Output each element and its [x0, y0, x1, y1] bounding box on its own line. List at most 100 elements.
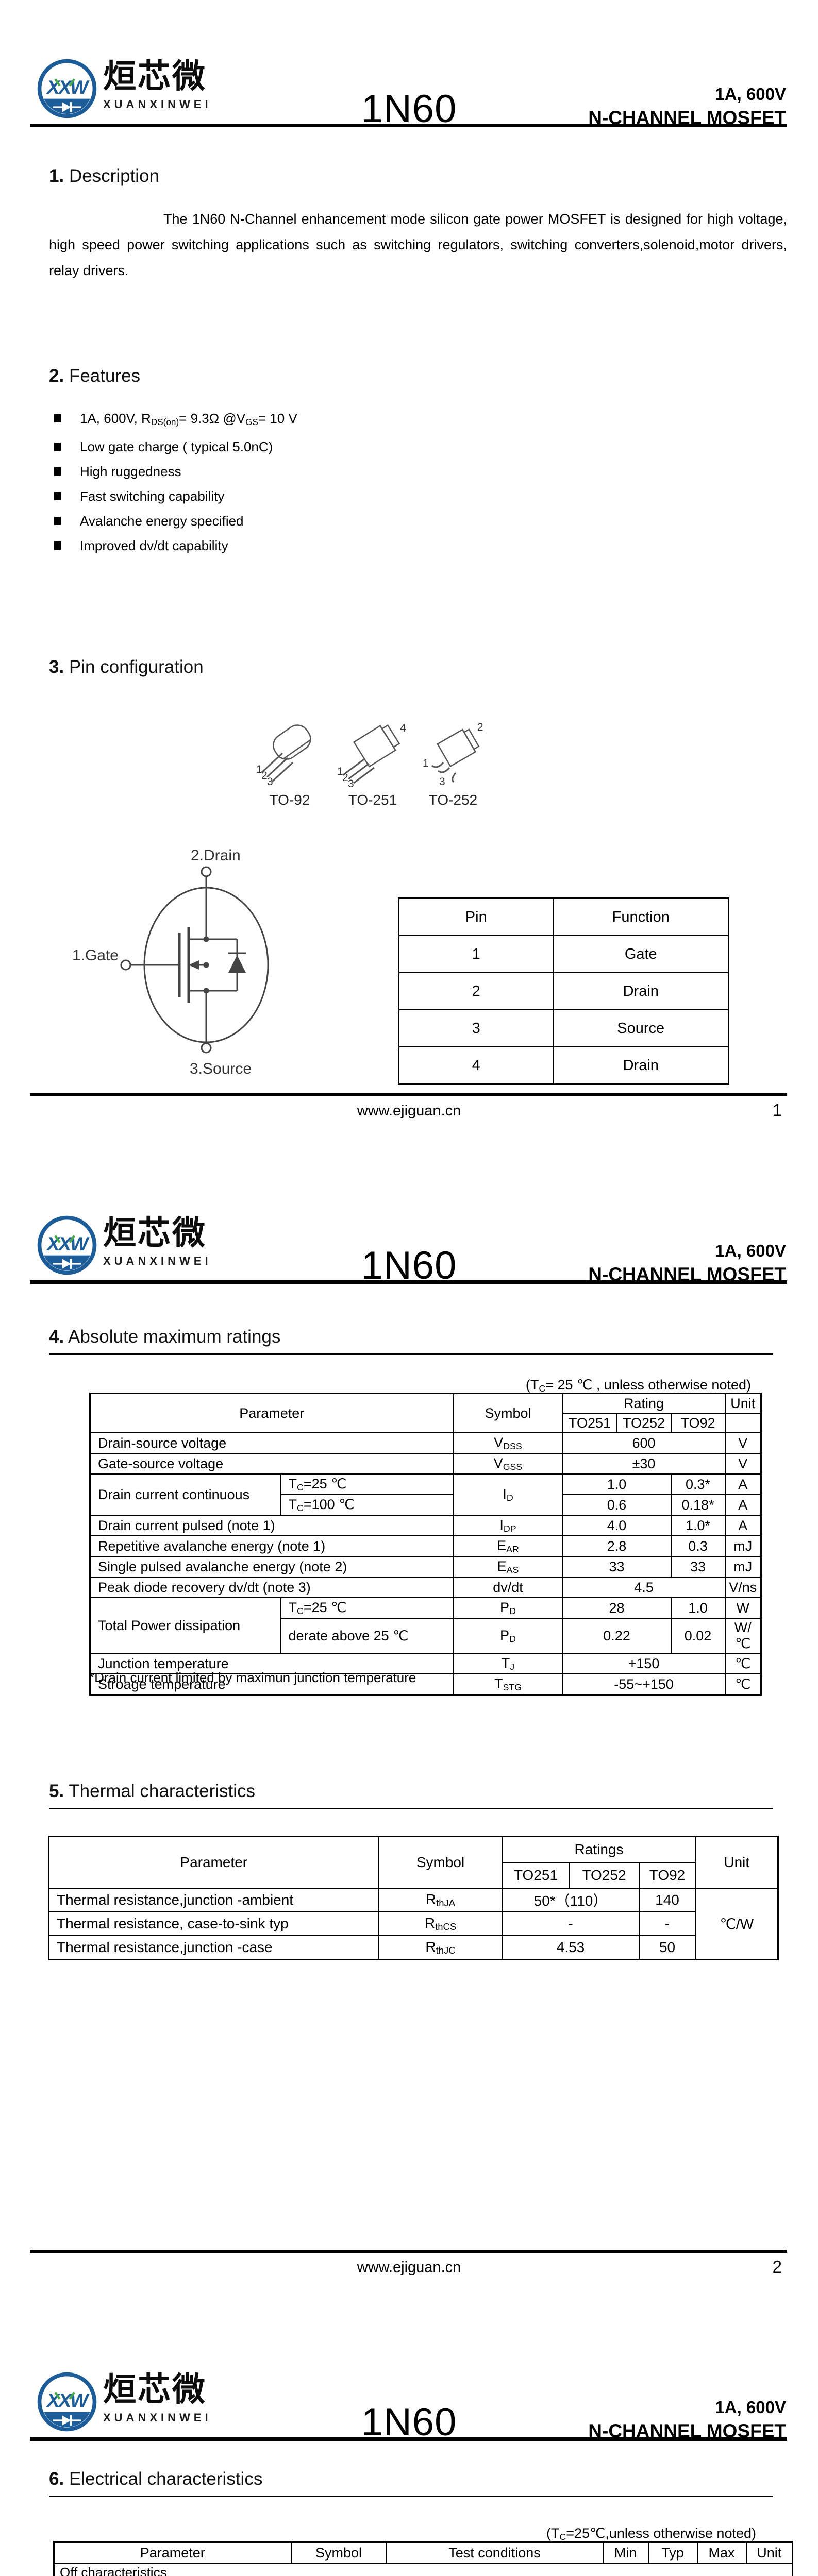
- section-title: Pin configuration: [69, 657, 204, 677]
- cell: PD: [453, 1597, 563, 1619]
- brand-text: 烜芯微 XUANXINWEI: [103, 1214, 212, 1268]
- cell: Drain current pulsed (note 1): [89, 1515, 454, 1536]
- elec-condition-note: (TC=25℃,unless otherwise noted): [546, 2526, 756, 2542]
- cell: A: [724, 1515, 762, 1536]
- table-row: Gate-source voltage VGSS ±30 V: [89, 1453, 762, 1475]
- cell: -: [638, 1911, 696, 1936]
- page-3: XXW 烜芯微 XUANXINWEI 1N60 1A, 600V N-CHANN…: [0, 2313, 818, 2576]
- header-rule: [30, 1280, 787, 1284]
- section-title: Electrical characteristics: [69, 2469, 263, 2489]
- pin-row: 3 Source: [398, 1009, 729, 1047]
- cell: -55~+150: [562, 1673, 726, 1696]
- cell: derate above 25 ℃: [280, 1618, 454, 1654]
- logo-xxw-text: XXW: [46, 2389, 90, 2411]
- col-header-unit: Unit: [745, 2541, 793, 2564]
- feature-item: Avalanche energy specified: [53, 509, 297, 533]
- table-row: Thermal resistance,junction -ambient Rth…: [48, 1888, 779, 1960]
- section-number: 6.: [49, 2469, 64, 2489]
- cell: Thermal resistance,junction -ambient: [48, 1888, 379, 1912]
- cell: V: [724, 1453, 762, 1475]
- cell: 0.6: [562, 1494, 672, 1516]
- pin-number: 3: [439, 776, 445, 787]
- section-title: Absolute maximum ratings: [68, 1327, 281, 1347]
- cell: TC=25 ℃: [280, 1597, 454, 1619]
- cell: EAR: [453, 1535, 563, 1557]
- col-header-to92: TO92: [638, 1862, 696, 1889]
- section-heading-thermal-characteristics: 5. Thermal characteristics: [49, 1781, 773, 1809]
- cell: ID: [453, 1473, 563, 1516]
- abs-max-footnote: *Drain current limited by maximun juncti…: [89, 1670, 416, 1685]
- brand-name-en: XUANXINWEI: [103, 98, 212, 111]
- brand-name-cn: 烜芯微: [103, 1214, 207, 1251]
- col-header-max: Max: [696, 2541, 747, 2564]
- part-number: 1N60: [361, 1244, 457, 1287]
- spec-current-voltage: 1A, 600V: [715, 2398, 786, 2417]
- logo-mark-icon: XXW: [37, 1215, 97, 1275]
- cell: [724, 1413, 762, 1433]
- cell: RthJA: [378, 1888, 503, 1912]
- cell: Thermal resistance,junction -case: [48, 1935, 379, 1960]
- cell: Source: [553, 1009, 729, 1047]
- cell: TC=100 ℃: [280, 1494, 454, 1516]
- cell: EAS: [453, 1556, 563, 1578]
- cell: 4.5: [562, 1577, 726, 1598]
- table-header-row: Pin Function: [398, 897, 729, 936]
- symbol-label-gate: 1.Gate: [72, 947, 119, 964]
- brand-logo: XXW 烜芯微 XUANXINWEI: [36, 58, 212, 120]
- cell: Drain: [553, 1046, 729, 1085]
- thermal-characteristics-table: Parameter Symbol Ratings Unit TO251 TO25…: [48, 1836, 779, 1960]
- mosfet-symbol-icon: 2.Drain 1.Gate 3.Source: [72, 847, 269, 1077]
- electrical-characteristics-table: Parameter Symbol Test conditions Min Typ…: [53, 2541, 794, 2576]
- cell: TJ: [453, 1653, 563, 1674]
- header-rule: [30, 124, 787, 127]
- table-section-row: Off characteristics: [53, 2563, 793, 2576]
- table-row: Repetitive avalanche energy (note 1) EAR…: [89, 1535, 762, 1557]
- section-heading-pin-configuration: 3. Pin configuration: [49, 657, 204, 677]
- pin-number: 1: [256, 764, 262, 775]
- site-url: www.ejiguan.cn: [357, 2259, 461, 2276]
- logo-xxw-text: XXW: [46, 1233, 90, 1255]
- table-row: Total Power dissipation TC=25 ℃ PD 28 1.…: [89, 1597, 762, 1654]
- col-header-rating: Rating: [562, 1393, 726, 1414]
- cell: 0.02: [670, 1618, 726, 1654]
- package-drawing-to251-icon: 4 1 2 3: [337, 722, 406, 790]
- col-header-min: Min: [602, 2541, 649, 2564]
- col-header-to252: TO252: [569, 1862, 640, 1889]
- col-header-symbol: Symbol: [290, 2541, 387, 2564]
- cell: 33: [562, 1556, 672, 1578]
- cell: ℃: [724, 1653, 762, 1674]
- cell: ℃/W: [695, 1888, 779, 1960]
- col-header-unit: Unit: [695, 1836, 779, 1889]
- col-header-ratings: Ratings: [502, 1836, 696, 1863]
- page-number: 1: [772, 1100, 782, 1120]
- pin-number: 1: [337, 766, 343, 777]
- cell: 3: [398, 1009, 554, 1047]
- col-header-symbol: Symbol: [453, 1393, 563, 1433]
- section-heading-features: 2. Features: [49, 366, 140, 386]
- section-title: Thermal characteristics: [69, 1781, 256, 1801]
- cell: V: [724, 1432, 762, 1454]
- spec-block: 1A, 600V N-CHANNEL MOSFET: [588, 84, 786, 129]
- cell: 4.53: [502, 1935, 640, 1960]
- pin-number: 2: [477, 721, 483, 733]
- cell: RthCS: [378, 1911, 503, 1936]
- cell: RthJC: [378, 1935, 503, 1960]
- features-list: 1A, 600V, RDS(on)= 9.3Ω @VGS= 10 V Low g…: [53, 406, 297, 558]
- pin-number: 1: [423, 757, 429, 769]
- cell: Thermal resistance, case-to-sink typ: [48, 1911, 379, 1936]
- table-row: TC=100 ℃ 0.6 0.18* A: [90, 1494, 762, 1516]
- cell: Junction temperature: [89, 1653, 454, 1674]
- col-header-to251: TO251: [562, 1413, 617, 1433]
- cell: V/ns: [724, 1577, 762, 1598]
- col-header-parameter: Parameter: [48, 1836, 379, 1889]
- table-row: Thermal resistance,junction -case RthJC …: [48, 1935, 778, 1960]
- cell: 28: [562, 1597, 672, 1619]
- cell: Gate-source voltage: [89, 1453, 454, 1475]
- page-1: XXW 烜芯微 XUANXINWEI 1N60 1A, 600V N-CHANN…: [0, 0, 818, 1157]
- spec-current-voltage: 1A, 600V: [715, 1241, 786, 1260]
- pin-number: 2: [342, 772, 348, 784]
- cell: -: [502, 1911, 640, 1936]
- cell: 1.0*: [670, 1515, 726, 1536]
- brand-logo: XXW 烜芯微 XUANXINWEI: [36, 1214, 212, 1276]
- section-heading-description: 1. Description: [49, 166, 159, 187]
